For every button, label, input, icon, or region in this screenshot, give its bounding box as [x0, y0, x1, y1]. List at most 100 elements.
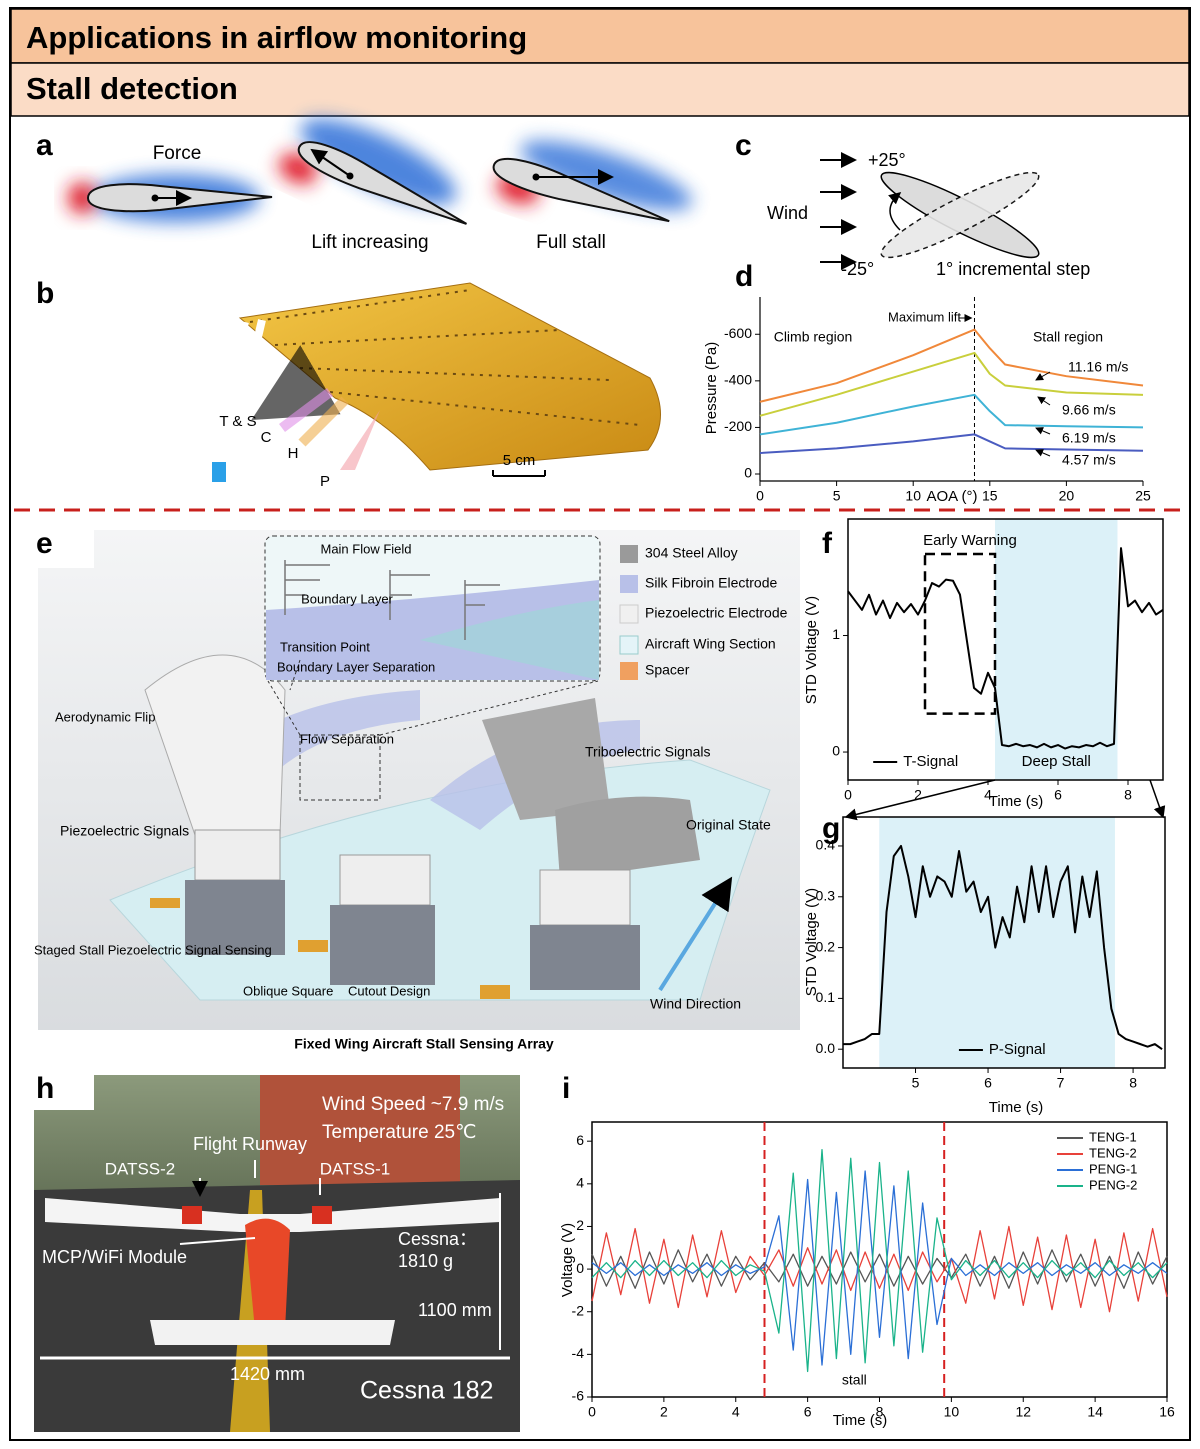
subheader-bar: [10, 62, 1190, 117]
series-line: [843, 844, 1163, 1051]
label-arrow: [1035, 371, 1051, 381]
legend-label: P-Signal: [989, 1041, 1046, 1058]
legend-label: PENG-2: [1089, 1177, 1137, 1192]
x-tick-label: 6: [984, 1075, 992, 1091]
y-tick-label: -600: [724, 325, 752, 341]
series-label: 4.57 m/s: [1062, 452, 1116, 468]
panel-label: e: [36, 527, 53, 560]
panel-label: g: [822, 812, 840, 845]
legend-label: Spacer: [645, 662, 690, 678]
photo-label: Temperature 25℃: [322, 1122, 476, 1143]
legend-label: Silk Fibroin Electrode: [645, 575, 777, 591]
y-tick-label: 6: [576, 1132, 584, 1148]
series-line: [759, 328, 1144, 403]
diagram-label: Aerodynamic Flip: [55, 709, 155, 724]
series-line: [759, 351, 1144, 417]
aircraft-photo: [34, 1075, 520, 1432]
x-tick-label: 0: [588, 1404, 596, 1420]
y-tick-label: 2: [576, 1217, 584, 1233]
diagram-label: Wind: [767, 203, 808, 223]
x-tick-label: 8: [1129, 1075, 1137, 1091]
diagram-label: Main Flow Field: [320, 541, 411, 556]
legend-label: TENG-2: [1089, 1145, 1137, 1160]
photo-label: Cessna 182: [360, 1377, 493, 1405]
photo-label: DATSS-2: [105, 1159, 176, 1178]
diagram-label: Full stall: [536, 232, 606, 253]
y-axis-label: STD Voltage (V): [803, 596, 820, 704]
plot-frame: [847, 518, 1164, 781]
x-tick-label: 0: [844, 787, 852, 803]
y-tick-label: -400: [724, 372, 752, 388]
panel-label: d: [735, 260, 753, 293]
y-tick-label: 1: [832, 626, 840, 642]
diagram-label: -25°: [841, 259, 874, 279]
header-subtitle: Stall detection: [26, 71, 238, 106]
x-tick-label: 14: [1087, 1404, 1103, 1420]
series-line: [591, 1170, 1168, 1366]
y-tick-label: -200: [724, 418, 752, 434]
x-axis-label: AOA (°): [926, 488, 977, 505]
photo-label: 1100 mm: [418, 1300, 492, 1320]
photo-label: 1420 mm: [230, 1364, 305, 1384]
panel-label: i: [562, 1072, 570, 1105]
x-tick-label: 12: [1015, 1404, 1031, 1420]
header-title: Applications in airflow monitoring: [26, 20, 527, 55]
x-tick-label: 8: [1124, 787, 1132, 803]
series-label: 9.66 m/s: [1062, 402, 1116, 418]
y-axis-label: Pressure (Pa): [703, 342, 720, 435]
diagram-label: P: [320, 473, 330, 490]
series-line: [759, 393, 1144, 436]
y-tick-label: 4: [576, 1175, 584, 1191]
photo-label: Flight Runway: [193, 1134, 307, 1154]
x-axis-label: Time (s): [833, 1412, 887, 1429]
series-line: [759, 433, 1144, 455]
legend-label: Aircraft Wing Section: [645, 636, 776, 652]
y-tick-label: 0: [576, 1260, 584, 1276]
x-tick-label: 2: [660, 1404, 668, 1420]
series-label: 11.16 m/s: [1068, 359, 1128, 375]
panel-label: c: [735, 129, 752, 162]
series-line: [591, 1249, 1168, 1289]
series-line: [591, 1149, 1168, 1373]
diagram-label: Wind Direction: [650, 996, 741, 1012]
series-line: [847, 547, 1164, 750]
photo-label: 1810 g: [398, 1251, 453, 1271]
x-tick-label: 25: [1135, 488, 1151, 504]
photo-label: Wind Speed ~7.9 m/s: [322, 1094, 504, 1115]
y-tick-label: 0: [832, 743, 840, 759]
legend-label: 304 Steel Alloy: [645, 545, 738, 561]
legend-label: Piezoelectric Electrode: [645, 605, 788, 621]
x-tick-label: 15: [982, 488, 998, 504]
photo-label: Cessna：: [398, 1229, 477, 1249]
x-tick-label: 4: [984, 787, 992, 803]
zoom-line: [844, 779, 996, 821]
x-tick-label: 10: [905, 488, 921, 504]
x-tick-label: 5: [833, 488, 841, 504]
y-tick-label: 0.2: [816, 938, 836, 954]
annotation: Climb region: [774, 329, 853, 345]
series-line: [591, 1225, 1168, 1313]
diagram-label: Oblique Square: [243, 983, 333, 998]
photo-label: MCP/WiFi Module: [42, 1247, 187, 1267]
photo-label: DATSS-1: [320, 1159, 391, 1178]
x-tick-label: 6: [1054, 787, 1062, 803]
legend-label: TENG-1: [1089, 1129, 1137, 1144]
y-tick-label: 0.3: [816, 887, 836, 903]
annotation: stall: [842, 1372, 867, 1388]
diagram-label: Original State: [686, 817, 771, 833]
diagram-label: H: [288, 445, 299, 462]
diagram-label: Triboelectric Signals: [585, 744, 711, 760]
annotation: Stall region: [1033, 329, 1103, 345]
y-axis-label: Voltage (V): [559, 1223, 576, 1297]
diagram-label: Boundary Layer Separation: [277, 659, 435, 674]
x-axis-label: Time (s): [989, 1099, 1043, 1116]
x-tick-label: 0: [756, 488, 764, 504]
diagram-label: 1° incremental step: [936, 259, 1090, 279]
panel-label: h: [36, 1072, 54, 1105]
x-tick-label: 7: [1057, 1075, 1065, 1091]
y-tick-label: 0.4: [816, 837, 836, 853]
wing-photo: [212, 282, 661, 482]
x-tick-label: 5: [912, 1075, 920, 1091]
aoa-diagram: [820, 152, 1040, 270]
